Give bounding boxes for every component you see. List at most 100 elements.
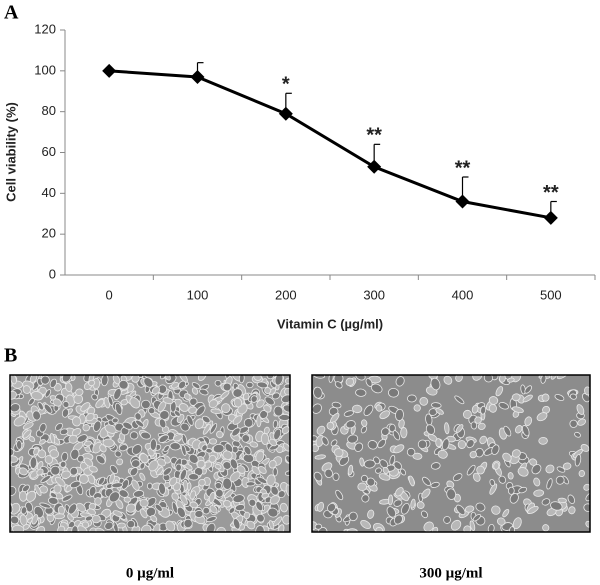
cell: [20, 506, 28, 515]
cell: [44, 455, 54, 464]
cell: [172, 434, 183, 442]
cell: [430, 481, 440, 488]
cell: [248, 498, 257, 507]
cell: [455, 504, 466, 516]
cell: [108, 491, 120, 503]
cell: [471, 404, 479, 414]
cell: [542, 405, 551, 414]
y-tick-label: 20: [42, 226, 56, 241]
cell: [40, 474, 52, 484]
cell: [208, 399, 219, 409]
cell: [347, 434, 359, 444]
cell: [324, 468, 333, 479]
cell: [30, 391, 44, 401]
cell: [33, 447, 40, 456]
cell: [178, 403, 189, 412]
cell: [420, 510, 428, 519]
cell: [34, 484, 42, 497]
cell: [524, 416, 533, 426]
cell: [195, 405, 206, 417]
cell: [393, 499, 403, 507]
cell: [400, 427, 408, 439]
cell: [202, 506, 210, 515]
cell: [71, 428, 82, 437]
cell: [214, 463, 222, 470]
cell: [472, 513, 482, 522]
cell: [191, 387, 199, 395]
cell: [96, 454, 106, 465]
cell: [116, 458, 124, 466]
cell: [154, 503, 163, 512]
cell: [85, 413, 95, 422]
cell: [139, 498, 149, 508]
cell: [123, 496, 132, 503]
cell: [431, 402, 442, 409]
cell: [359, 457, 365, 467]
cell: [107, 395, 114, 406]
cell: [233, 397, 243, 408]
cell: [348, 511, 358, 522]
cell: [479, 435, 487, 445]
cell: [489, 478, 496, 487]
x-tick-label: 500: [540, 287, 562, 302]
cell: [507, 377, 515, 383]
cell: [22, 422, 34, 430]
cell: [10, 485, 17, 497]
cell: [393, 514, 403, 525]
cell: [243, 418, 254, 428]
cell: [367, 440, 378, 450]
cell: [332, 472, 340, 481]
cell: [134, 412, 142, 421]
cell: [118, 379, 129, 390]
cell: [201, 444, 208, 452]
cell: [31, 514, 39, 525]
cell: [335, 489, 344, 501]
cell: [198, 478, 206, 487]
cell: [443, 375, 453, 385]
cell: [53, 513, 66, 520]
cell: [80, 402, 91, 412]
cell: [446, 488, 457, 500]
cell: [175, 463, 182, 472]
cell: [256, 513, 265, 523]
cell: [243, 392, 250, 401]
cell: [191, 382, 201, 389]
cell: [491, 444, 500, 455]
cell: [118, 489, 129, 498]
marker: [278, 106, 293, 121]
cell: [266, 474, 276, 487]
cell: [355, 375, 366, 381]
cell: [52, 398, 62, 407]
cell: [148, 407, 156, 415]
cell: [435, 438, 442, 448]
cell: [255, 525, 265, 532]
cell: [176, 506, 186, 519]
cell: [163, 445, 170, 453]
cell: [126, 503, 136, 513]
micrograph: [312, 375, 590, 532]
cell: [151, 386, 161, 395]
cell: [270, 485, 279, 496]
cell: [92, 420, 102, 432]
cell: [556, 466, 566, 473]
cell: [196, 459, 206, 469]
cell: [503, 425, 512, 437]
cell: [430, 462, 441, 470]
cell: [326, 421, 335, 430]
cell: [521, 425, 530, 437]
cell: [407, 394, 417, 403]
cell: [382, 466, 389, 474]
cell: [578, 469, 585, 478]
cell: [338, 455, 350, 466]
cell: [462, 409, 472, 419]
cell: [10, 455, 19, 463]
cell: [264, 396, 275, 406]
cell: [61, 408, 70, 418]
cell: [269, 438, 278, 447]
cell: [171, 492, 180, 501]
cell: [222, 461, 232, 470]
cell: [10, 515, 20, 525]
cell: [421, 488, 431, 499]
cell: [55, 422, 63, 431]
cell: [131, 444, 143, 455]
